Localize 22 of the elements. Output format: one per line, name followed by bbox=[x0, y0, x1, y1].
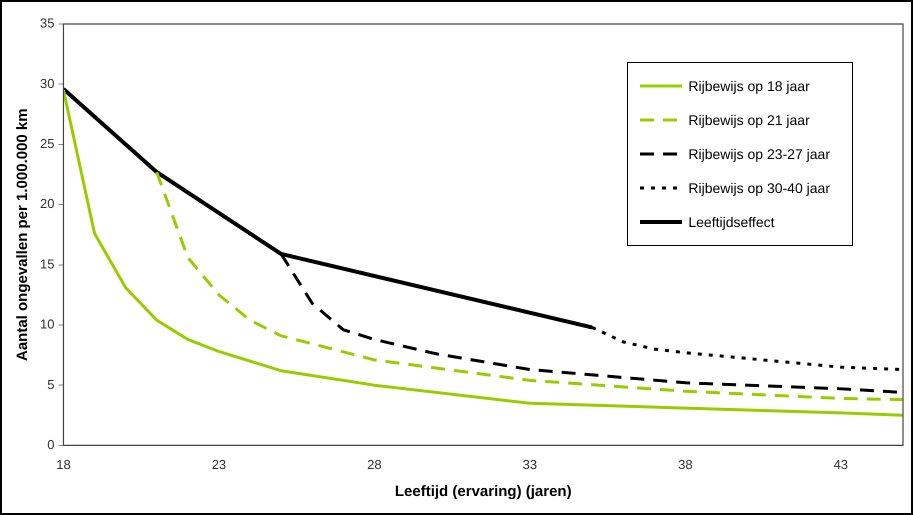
legend-label: Rijbewijs op 21 jaar bbox=[688, 112, 810, 128]
y-tick-label: 15 bbox=[40, 256, 54, 272]
legend-label: Leeftijdseffect bbox=[688, 214, 774, 230]
y-tick-label: 20 bbox=[40, 196, 54, 212]
line-series bbox=[155, 170, 903, 402]
y-tick-label: 30 bbox=[40, 76, 54, 91]
x-tick-label: 43 bbox=[834, 456, 848, 472]
x-tick-label: 23 bbox=[212, 456, 226, 472]
x-tick-label: 33 bbox=[522, 456, 538, 472]
x-axis-title: Leeftijd (ervaring) (jaren) bbox=[394, 483, 572, 500]
legend-label: Rijbewijs op 18 jaar bbox=[688, 78, 810, 94]
x-tick-label: 28 bbox=[367, 456, 382, 472]
legend-label: Rijbewijs op 30-40 jaar bbox=[688, 180, 830, 196]
y-tick-label: 35 bbox=[40, 16, 54, 31]
x-tick-label: 38 bbox=[678, 456, 693, 472]
y-tick-label: 5 bbox=[47, 376, 54, 392]
y-tick-label: 25 bbox=[40, 136, 54, 151]
y-tick-label: 0 bbox=[47, 436, 54, 452]
y-axis-title: Aantal ongevallen per 1.000.000 km bbox=[14, 108, 32, 362]
x-tick-label: 18 bbox=[56, 456, 71, 472]
y-tick-label: 10 bbox=[40, 316, 54, 332]
legend-label: Rijbewijs op 23-27 jaar bbox=[688, 146, 830, 162]
